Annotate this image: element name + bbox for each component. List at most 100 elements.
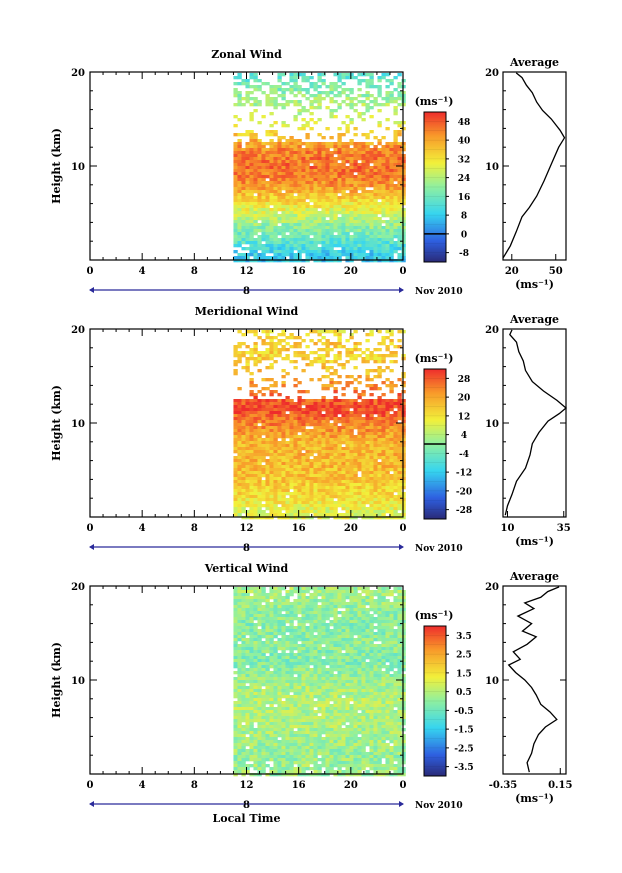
heatmap-cell [253, 483, 258, 487]
heatmap-cell [257, 602, 262, 606]
heatmap-cell [333, 420, 338, 424]
heatmap-cell [321, 456, 326, 460]
heatmap-cell [265, 100, 270, 104]
heatmap-cell [237, 656, 242, 660]
heatmap-cell [265, 184, 270, 188]
heatmap-cell [317, 378, 322, 382]
heatmap-cell [289, 411, 294, 415]
heatmap-cell [313, 483, 318, 487]
heatmap-cell [349, 450, 354, 454]
heatmap-cell [273, 498, 278, 502]
heatmap-cell [333, 184, 338, 188]
heatmap-cell [249, 148, 254, 152]
heatmap-cell [253, 256, 258, 260]
heatmap-cell [281, 166, 286, 170]
heatmap-cell [333, 501, 338, 505]
heatmap-cell [393, 121, 398, 125]
heatmap-cell [265, 671, 270, 675]
heatmap-cell [297, 435, 302, 439]
heatmap-cell [265, 495, 270, 499]
heatmap-cell [269, 516, 274, 520]
heatmap-cell [233, 259, 238, 263]
heatmap-cell [257, 208, 262, 212]
heatmap-cell [373, 387, 378, 391]
heatmap-cell [373, 354, 378, 358]
heatmap-cell [257, 217, 262, 221]
heatmap-cell [313, 250, 318, 254]
heatmap-cell [357, 169, 362, 173]
heatmap-cell [349, 181, 354, 185]
heatmap-cell [305, 253, 310, 257]
colorbar-tick-label: 32 [458, 155, 471, 165]
heatmap-cell [365, 372, 370, 376]
heatmap-cell [273, 674, 278, 678]
heatmap-cell [281, 504, 286, 508]
heatmap-cell [357, 172, 362, 176]
heatmap-cell [369, 504, 374, 508]
heatmap-cell [349, 154, 354, 158]
heatmap-cell [389, 441, 394, 445]
heatmap-cell [245, 698, 250, 702]
heatmap-cell [249, 477, 254, 481]
heatmap-cell [265, 764, 270, 768]
heatmap-cell [349, 151, 354, 155]
heatmap-cell [337, 468, 342, 472]
heatmap-cell [237, 151, 242, 155]
heatmap-cell [273, 121, 278, 125]
heatmap-cell [301, 438, 306, 442]
heatmap-cell [269, 698, 274, 702]
heatmap-cell [337, 127, 342, 131]
heatmap-cell [321, 441, 326, 445]
heatmap-cell [237, 608, 242, 612]
heatmap-cell [373, 217, 378, 221]
heatmap-cell [305, 486, 310, 490]
heatmap-cell [269, 504, 274, 508]
heatmap-cell [301, 94, 306, 98]
heatmap-cell [281, 405, 286, 409]
heatmap-cell [293, 354, 298, 358]
heatmap-cell [385, 498, 390, 502]
heatmap-cell [293, 247, 298, 251]
heatmap-cell [241, 492, 246, 496]
heatmap-cell [329, 175, 334, 179]
heatmap-cell [257, 465, 262, 469]
heatmap-cell [337, 244, 342, 248]
heatmap-cell [353, 145, 358, 149]
heatmap-cell [305, 223, 310, 227]
heatmap-cell [329, 498, 334, 502]
heatmap-cell [377, 426, 382, 430]
heatmap-cell [381, 483, 386, 487]
heatmap-cell [389, 193, 394, 197]
heatmap-cell [345, 148, 350, 152]
heatmap-cell [297, 498, 302, 502]
heatmap-cell [233, 507, 238, 511]
heatmap-cell [285, 507, 290, 511]
heatmap-cell [385, 459, 390, 463]
heatmap-cell [273, 620, 278, 624]
heatmap-cell [285, 480, 290, 484]
heatmap-cell [277, 354, 282, 358]
heatmap-cell [233, 420, 238, 424]
heatmap-cell [257, 145, 262, 149]
heatmap-cell [393, 190, 398, 194]
heatmap-cell [289, 199, 294, 203]
heatmap-cell [269, 734, 274, 738]
heatmap-cell [237, 614, 242, 618]
heatmap-cell [389, 468, 394, 472]
heatmap-cell [337, 513, 342, 517]
heatmap-cell [249, 698, 254, 702]
heatmap-cell [325, 423, 330, 427]
heatmap-cell [289, 441, 294, 445]
heatmap-cell [273, 611, 278, 615]
heatmap-cell [357, 354, 362, 358]
heatmap-cell [253, 447, 258, 451]
heatmap-cell [397, 507, 402, 511]
heatmap-cell [245, 474, 250, 478]
heatmap-cell [257, 677, 262, 681]
heatmap-cell [369, 453, 374, 457]
heatmap-cell [401, 492, 406, 496]
heatmap-cell [401, 94, 406, 98]
average-title: Average [509, 56, 559, 69]
heatmap-cell [317, 441, 322, 445]
heatmap-cell [257, 351, 262, 355]
